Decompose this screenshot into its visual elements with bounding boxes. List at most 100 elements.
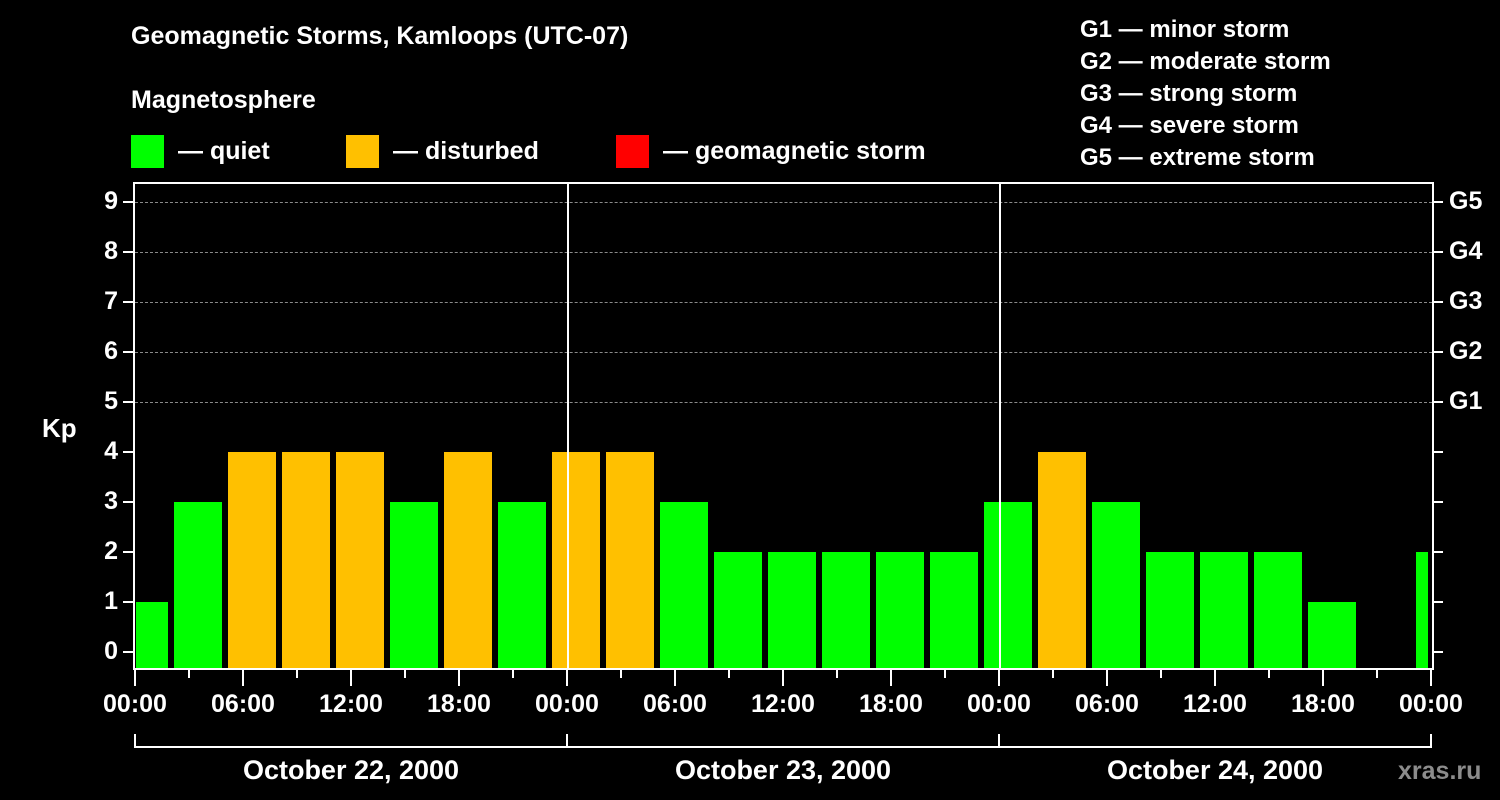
y-tick-label: 5 [104, 387, 118, 415]
date-bracket-tick [134, 734, 136, 748]
kp-bar [1254, 552, 1302, 668]
x-tick [1376, 670, 1378, 678]
x-tick [998, 670, 1000, 686]
disturbed-swatch [346, 134, 379, 168]
x-tick [566, 670, 568, 686]
y-tick-label: 4 [104, 437, 118, 465]
kp-bar [606, 452, 654, 668]
kp-bar [930, 552, 978, 668]
x-tick [944, 670, 946, 678]
right-y-tick [1433, 651, 1443, 653]
y-tick [123, 301, 133, 303]
date-bracket [134, 746, 1431, 748]
x-tick [728, 670, 730, 678]
legend-storm-label: — geomagnetic storm [663, 136, 926, 165]
legend-title: Magnetosphere [131, 86, 316, 114]
legend-quiet-label: — quiet [178, 136, 270, 165]
x-tick-label: 00:00 [1399, 690, 1463, 718]
kp-bar [1038, 452, 1086, 668]
y-tick-label: 3 [104, 487, 118, 515]
x-tick-label: 12:00 [319, 690, 383, 718]
y-tick [123, 501, 133, 503]
legend-storm: — geomagnetic storm [616, 134, 926, 168]
y-tick [123, 201, 133, 203]
storm-scale-g1: G1 — minor storm [1080, 16, 1290, 43]
x-tick [782, 670, 784, 686]
x-tick-label: 00:00 [967, 690, 1031, 718]
kp-bar [984, 502, 1032, 668]
storm-scale-g5: G5 — extreme storm [1080, 144, 1315, 171]
grid-line [135, 352, 1432, 353]
y-tick-label: 9 [104, 187, 118, 215]
storm-scale-g2: G2 — moderate storm [1080, 48, 1331, 75]
x-tick [620, 670, 622, 678]
x-tick-label: 06:00 [643, 690, 707, 718]
kp-bar [228, 452, 276, 668]
kp-bar [660, 502, 708, 668]
kp-bar [1416, 552, 1428, 668]
x-tick [512, 670, 514, 678]
x-tick [1430, 670, 1432, 686]
kp-bar [282, 452, 330, 668]
kp-bar [1308, 602, 1356, 668]
quiet-swatch [131, 134, 164, 168]
watermark: xras.ru [1398, 757, 1482, 785]
x-tick [890, 670, 892, 686]
grid-line [135, 302, 1432, 303]
legend-quiet: — quiet [131, 134, 270, 168]
y-tick [123, 401, 133, 403]
right-y-tick [1433, 551, 1443, 553]
y-tick-label: 1 [104, 587, 118, 615]
right-y-tick [1433, 351, 1443, 353]
y-tick-label: 8 [104, 237, 118, 265]
x-tick-label: 12:00 [1183, 690, 1247, 718]
kp-bar [876, 552, 924, 668]
x-tick [134, 670, 136, 686]
right-y-tick [1433, 201, 1443, 203]
grid-line [135, 202, 1432, 203]
x-tick [1214, 670, 1216, 686]
day-divider [999, 184, 1001, 668]
storm-level-label: G1 [1449, 387, 1483, 415]
x-tick [404, 670, 406, 678]
right-y-tick [1433, 401, 1443, 403]
y-tick [123, 351, 133, 353]
x-tick-label: 00:00 [103, 690, 167, 718]
x-tick [242, 670, 244, 686]
y-tick [123, 251, 133, 253]
date-bracket-tick [998, 734, 1000, 748]
x-tick [1268, 670, 1270, 678]
legend-disturbed-label: — disturbed [393, 136, 539, 165]
storm-scale-g3: G3 — strong storm [1080, 80, 1298, 107]
x-tick [350, 670, 352, 686]
y-tick [123, 651, 133, 653]
x-tick [1052, 670, 1054, 678]
y-tick [123, 601, 133, 603]
right-y-tick [1433, 251, 1443, 253]
y-tick-label: 2 [104, 537, 118, 565]
x-tick-label: 12:00 [751, 690, 815, 718]
storm-level-label: G4 [1449, 237, 1483, 265]
x-tick [458, 670, 460, 686]
date-label: October 23, 2000 [674, 755, 892, 785]
y-tick-label: 6 [104, 337, 118, 365]
kp-bar [136, 602, 168, 668]
legend-disturbed: — disturbed [346, 134, 539, 168]
right-y-tick [1433, 451, 1443, 453]
x-tick [1322, 670, 1324, 686]
x-tick-label: 18:00 [1291, 690, 1355, 718]
chart-title: Geomagnetic Storms, Kamloops (UTC-07) [131, 22, 629, 50]
kp-bar [1200, 552, 1248, 668]
kp-bar [174, 502, 222, 668]
y-axis-label: Kp [42, 413, 77, 443]
plot-area [133, 182, 1434, 670]
storm-swatch [616, 134, 649, 168]
x-tick [1106, 670, 1108, 686]
x-tick-label: 18:00 [859, 690, 923, 718]
date-label: October 22, 2000 [242, 755, 460, 785]
x-tick [1160, 670, 1162, 678]
y-tick [123, 551, 133, 553]
x-tick-label: 06:00 [211, 690, 275, 718]
right-y-tick [1433, 501, 1443, 503]
storm-level-label: G5 [1449, 187, 1483, 215]
